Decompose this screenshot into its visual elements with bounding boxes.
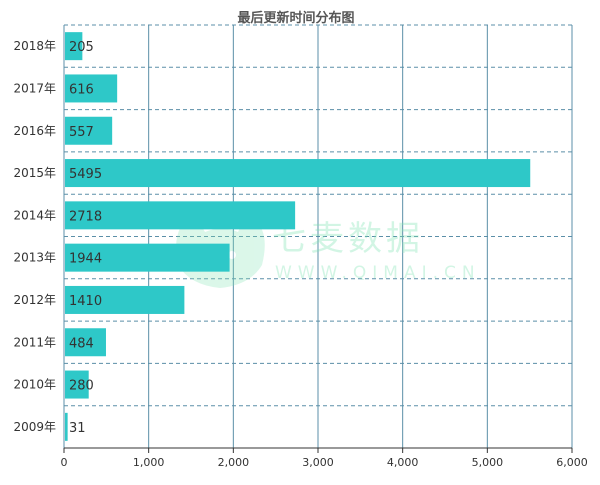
y-tick-label: 2018年 [13, 39, 56, 53]
y-tick-label: 2017年 [13, 81, 56, 95]
data-label: 557 [69, 125, 94, 140]
x-axis-labels: 0 1,000 2,000 3,000 4,000 5,000 6,000 [61, 456, 588, 469]
watermark-brand: 七麦数据 [272, 219, 424, 259]
data-label: 616 [69, 82, 94, 97]
x-tick-label: 2,000 [218, 456, 250, 469]
watermark-url: WWW.QIMAI.CN [275, 263, 481, 283]
bars: 205 616 557 5495 2718 1944 1410 484 280 31 [65, 32, 531, 441]
y-tick-label: 2016年 [13, 124, 56, 138]
grid [63, 24, 573, 453]
x-tick-label: 1,000 [133, 456, 165, 469]
bar [65, 159, 531, 188]
bar [65, 412, 68, 441]
data-label: 1410 [69, 294, 102, 309]
bar [65, 328, 106, 357]
data-label: 5495 [69, 167, 102, 182]
data-label: 31 [69, 421, 86, 436]
x-tick-label: 6,000 [556, 456, 588, 469]
bar [65, 201, 296, 230]
data-label: 1944 [69, 252, 102, 267]
y-tick-label: 2012年 [13, 293, 56, 307]
chart-title: 最后更新时间分布图 [237, 10, 354, 26]
x-tick-label: 4,000 [387, 456, 419, 469]
y-tick-label: 2011年 [13, 335, 56, 349]
x-tick-label: 0 [61, 456, 68, 469]
bar [65, 116, 113, 145]
y-tick-label: 2010年 [13, 378, 56, 392]
data-label: 484 [69, 336, 94, 351]
x-tick-label: 5,000 [472, 456, 504, 469]
y-tick-label: 2014年 [13, 208, 56, 222]
data-label: 280 [69, 379, 94, 394]
data-label: 2718 [69, 209, 102, 224]
y-tick-label: 2009年 [13, 420, 56, 434]
y-tick-label: 2015年 [13, 166, 56, 180]
bar [65, 243, 230, 272]
bar [65, 32, 83, 61]
data-label: 205 [69, 40, 94, 55]
y-tick-label: 2013年 [13, 251, 56, 265]
bar [65, 74, 118, 103]
x-tick-label: 3,000 [302, 456, 334, 469]
y-axis-labels: 2018年 2017年 2016年 2015年 2014年 2013年 2012年 2011年… [13, 39, 56, 434]
bar [65, 285, 185, 314]
bar [65, 370, 89, 399]
